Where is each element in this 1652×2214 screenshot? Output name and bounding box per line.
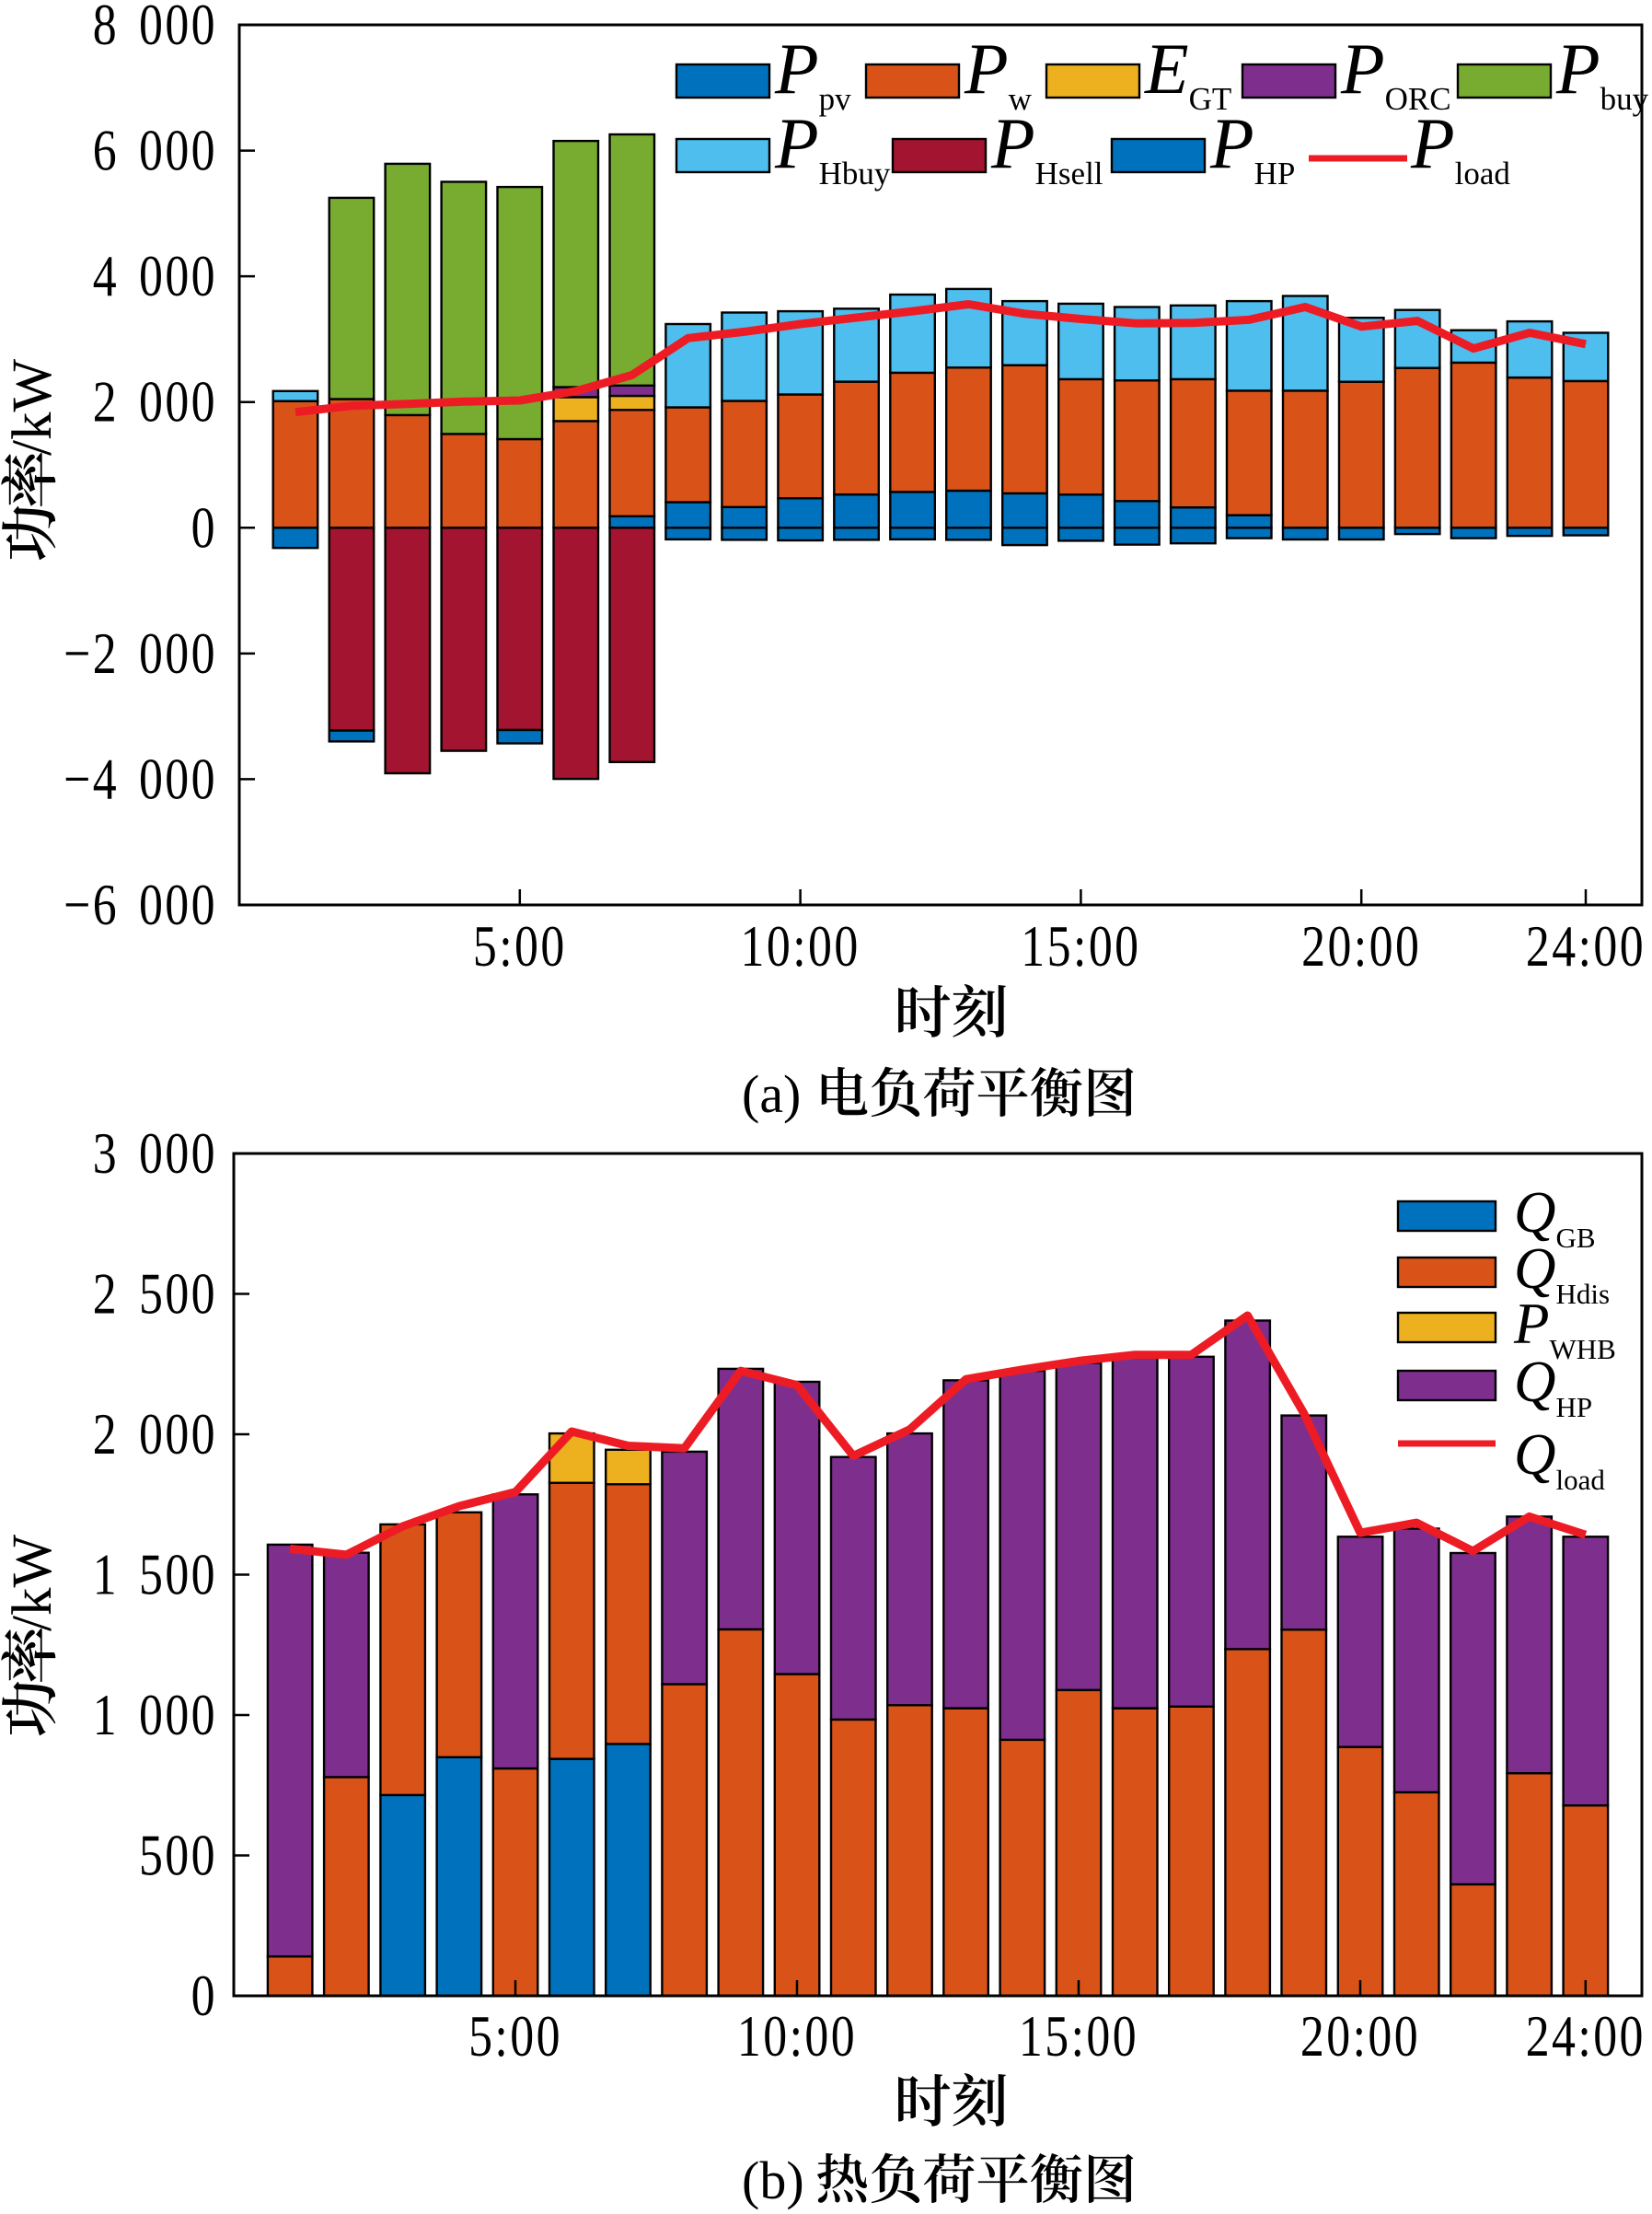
svg-text:1 000: 1 000 xyxy=(93,1682,217,1747)
svg-text:10:00: 10:00 xyxy=(741,913,861,979)
svg-text:2 500: 2 500 xyxy=(93,1260,217,1326)
svg-text:Pbuy: Pbuy xyxy=(1555,29,1649,117)
svg-text:PORC: PORC xyxy=(1340,29,1451,117)
svg-text:6 000: 6 000 xyxy=(93,117,217,182)
svg-text:2 000: 2 000 xyxy=(93,369,217,435)
svg-text:QHP: QHP xyxy=(1514,1350,1592,1423)
svg-text:/kW: /kW xyxy=(2,1535,64,1631)
svg-text:PHsell: PHsell xyxy=(990,103,1103,191)
svg-text:(b): (b) xyxy=(742,2150,804,2210)
svg-text:(a): (a) xyxy=(742,1064,801,1124)
svg-text:20:00: 20:00 xyxy=(1301,913,1421,979)
svg-text:3 000: 3 000 xyxy=(93,1120,217,1186)
svg-text:PHP: PHP xyxy=(1209,103,1295,191)
svg-text:QGB: QGB xyxy=(1514,1180,1596,1254)
svg-text:−6 000: −6 000 xyxy=(64,872,217,937)
svg-text:Qload: Qload xyxy=(1514,1422,1605,1496)
svg-text:2 000: 2 000 xyxy=(93,1401,217,1466)
svg-text:8 000: 8 000 xyxy=(93,0,217,57)
svg-text:24:00: 24:00 xyxy=(1526,2003,1646,2069)
svg-text:5:00: 5:00 xyxy=(468,2003,562,2069)
svg-text:Pload: Pload xyxy=(1410,103,1510,191)
svg-text:PWHB: PWHB xyxy=(1513,1292,1616,1365)
svg-text:EGT: EGT xyxy=(1144,29,1231,117)
svg-text:4 000: 4 000 xyxy=(93,243,217,308)
svg-text:0: 0 xyxy=(191,494,217,560)
svg-text:−2 000: −2 000 xyxy=(64,620,217,686)
svg-text:500: 500 xyxy=(139,1822,217,1887)
svg-text:15:00: 15:00 xyxy=(1021,913,1140,979)
svg-text:QHdis: QHdis xyxy=(1514,1236,1610,1310)
svg-text:Pw: Pw xyxy=(964,29,1033,117)
svg-text:5:00: 5:00 xyxy=(473,913,567,979)
svg-text:10:00: 10:00 xyxy=(737,2003,857,2069)
svg-text:PHbuy: PHbuy xyxy=(774,103,891,191)
svg-text:1 500: 1 500 xyxy=(93,1541,217,1606)
svg-text:20:00: 20:00 xyxy=(1300,2003,1420,2069)
svg-text:0: 0 xyxy=(191,1963,217,2028)
svg-text:Ppv: Ppv xyxy=(774,29,851,117)
svg-text:15:00: 15:00 xyxy=(1019,2003,1138,2069)
svg-text:−4 000: −4 000 xyxy=(64,746,217,811)
svg-text:/kW: /kW xyxy=(2,359,64,456)
svg-text:24:00: 24:00 xyxy=(1526,913,1646,979)
